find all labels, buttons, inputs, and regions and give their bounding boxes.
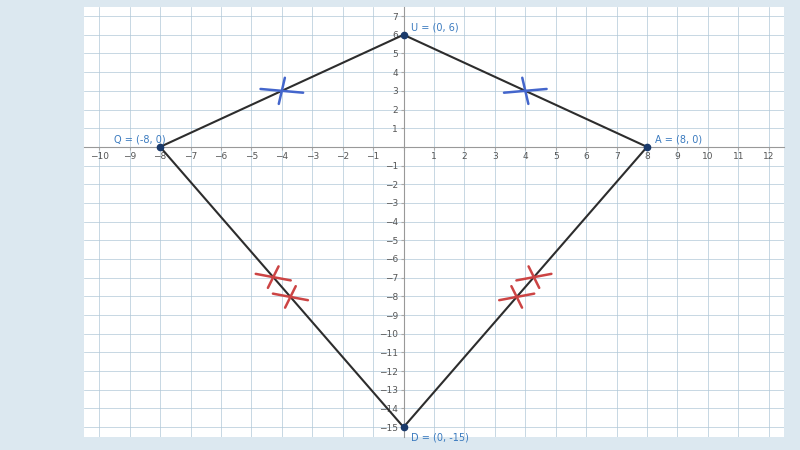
Text: Q = (-8, 0): Q = (-8, 0) (114, 134, 166, 144)
Text: D = (0, -15): D = (0, -15) (411, 432, 469, 442)
Text: A = (8, 0): A = (8, 0) (654, 134, 702, 144)
Text: U = (0, 6): U = (0, 6) (411, 22, 458, 32)
